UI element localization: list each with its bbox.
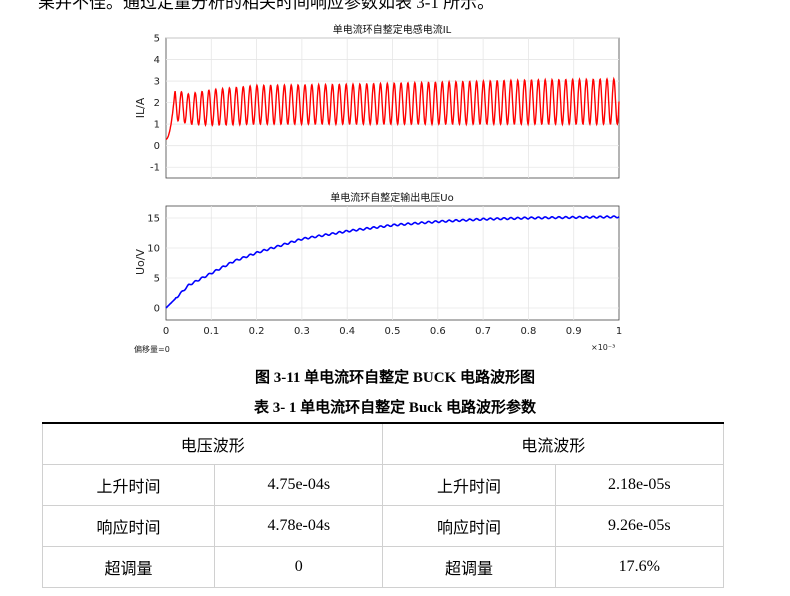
table-row: 响应时间 4.78e-04s 响应时间 9.26e-05s: [41, 505, 725, 547]
x-tick-label: 0.1: [203, 326, 219, 337]
plot2-title: 单电流环自整定输出电压Uo: [330, 191, 453, 204]
header-voltage: 电压波形: [41, 422, 384, 465]
table-cell: 超调量: [382, 546, 556, 588]
y-tick-label: 2: [154, 98, 160, 109]
table-cell: 4.75e-04s: [214, 464, 384, 506]
plot2-ylabel: Uo/V: [134, 249, 147, 275]
offset-label: 偏移量=0: [134, 344, 170, 354]
y-tick-label: 1: [154, 120, 160, 131]
table-cell: 响应时间: [41, 505, 216, 547]
y-tick-label: 5: [154, 274, 160, 285]
x-tick-label: 0.9: [566, 326, 582, 337]
table-cell: 响应时间: [382, 505, 556, 547]
table-row: 上升时间 4.75e-04s 上升时间 2.18e-05s: [41, 464, 725, 506]
x-tick-label: 0.2: [249, 326, 265, 337]
table-cell: 17.6%: [554, 546, 725, 588]
table-caption: 表 3- 1 单电流环自整定 Buck 电路波形参数: [253, 400, 537, 416]
plot2-series-voltage: [165, 215, 620, 309]
x-tick-label: 1: [616, 326, 622, 337]
plot2-xticks: 0 0.1 0.2 0.3 0.4 0.5 0.6 0.7 0.8 0.9 1: [163, 326, 622, 337]
x-tick-label: 0.8: [520, 326, 536, 337]
plot1-yticks: 5 4 3 2 1 0 -1: [150, 34, 160, 174]
header-current: 电流波形: [382, 422, 724, 465]
plot1-title: 单电流环自整定电感电流IL: [333, 23, 452, 36]
table-cell: 4.78e-04s: [214, 505, 384, 547]
y-tick-label: 5: [154, 34, 160, 45]
plot1-ylabel: IL/A: [134, 97, 147, 118]
plot2-yticks: 15 10 5 0: [147, 214, 160, 315]
figure-caption: 图 3-11 单电流环自整定 BUCK 电路波形图: [254, 370, 535, 386]
x-tick-label: 0.5: [385, 326, 401, 337]
x-multiplier: ×10⁻³: [591, 343, 615, 352]
params-table: 电压波形 电流波形 上升时间 4.75e-04s 上升时间 2.18e-05s …: [41, 422, 725, 588]
y-tick-label: 10: [147, 244, 160, 255]
x-tick-label: 0.3: [294, 326, 310, 337]
y-tick-label: -1: [150, 163, 160, 174]
table-cell: 9.26e-05s: [554, 505, 725, 547]
body-text-line: 果并不佳。通过定量分析的相关时间响应参数如表 3-1 所示。: [38, 0, 495, 12]
table-cell: 2.18e-05s: [554, 464, 725, 506]
table-row: 超调量 0 超调量 17.6%: [41, 546, 725, 588]
table-cell: 超调量: [41, 546, 216, 588]
table-cell: 上升时间: [382, 464, 556, 506]
plot2-grid: [166, 206, 619, 320]
y-tick-label: 15: [147, 214, 160, 225]
plot1-series-current: [165, 76, 620, 140]
x-tick-label: 0.6: [430, 326, 446, 337]
y-tick-label: 0: [154, 141, 160, 152]
x-tick-label: 0.4: [339, 326, 355, 337]
table-cell: 上升时间: [41, 464, 216, 506]
y-tick-label: 4: [154, 55, 160, 66]
x-tick-label: 0.7: [475, 326, 491, 337]
y-tick-label: 0: [154, 304, 160, 315]
x-tick-label: 0: [163, 326, 169, 337]
table-header-row: 电压波形 电流波形: [41, 422, 724, 465]
y-tick-label: 3: [154, 77, 160, 88]
table-cell: 0: [214, 546, 384, 588]
